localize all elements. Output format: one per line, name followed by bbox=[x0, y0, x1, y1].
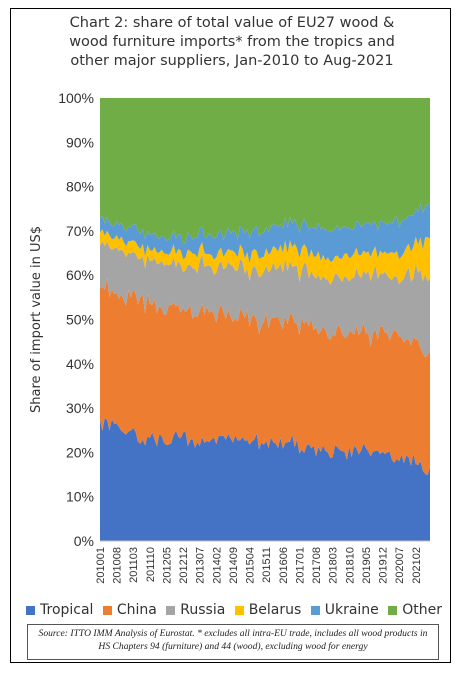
legend-swatch bbox=[234, 605, 244, 615]
legend-item-other: Other bbox=[388, 602, 442, 618]
x-tick-label: 201307 bbox=[195, 547, 207, 584]
x-tick-label: 201701 bbox=[294, 547, 306, 584]
x-tick-label: 202102 bbox=[411, 547, 423, 584]
legend-item-belarus: Belarus bbox=[234, 602, 302, 618]
legend-item-ukraine: Ukraine bbox=[310, 602, 379, 618]
x-tick-label: 201511 bbox=[261, 547, 273, 583]
area-series-china bbox=[100, 278, 430, 476]
legend-label: Russia bbox=[180, 602, 226, 618]
legend-item-china: China bbox=[102, 602, 157, 618]
x-tick-label: 201205 bbox=[162, 547, 174, 584]
y-tick-label: 80% bbox=[66, 179, 94, 195]
y-axis-label: Share of import value in US$ bbox=[29, 226, 44, 413]
legend-label: Ukraine bbox=[324, 602, 379, 618]
x-tick-label: 201606 bbox=[278, 547, 290, 584]
legend-swatch bbox=[26, 605, 35, 615]
y-tick-label: 40% bbox=[66, 356, 94, 372]
x-tick-label: 201912 bbox=[378, 547, 390, 584]
chart-title-line-2: wood furniture imports* from the tropics… bbox=[69, 34, 395, 50]
area-series-other bbox=[100, 98, 430, 245]
y-tick-label: 0% bbox=[74, 533, 94, 549]
chart-title-line-3: other major suppliers, Jan-2010 to Aug-2… bbox=[70, 53, 394, 69]
x-tick-label: 201810 bbox=[344, 547, 356, 584]
chart-legend: Tropical China Russia Belarus Ukraine Other bbox=[26, 600, 442, 620]
legend-label: Tropical bbox=[40, 602, 94, 618]
legend-swatch bbox=[102, 605, 112, 615]
y-tick-label: 90% bbox=[66, 134, 94, 150]
legend-swatch bbox=[310, 605, 320, 615]
y-tick-label: 10% bbox=[66, 489, 94, 505]
legend-swatch bbox=[166, 605, 176, 615]
area-series-ukraine bbox=[100, 202, 430, 264]
legend-label: Other bbox=[402, 602, 442, 618]
legend-swatch bbox=[388, 605, 398, 615]
y-tick-label: 20% bbox=[66, 444, 94, 460]
x-tick-label: 201409 bbox=[228, 547, 240, 584]
x-tick-label: 201212 bbox=[178, 547, 190, 584]
x-tick-label: 201001 bbox=[95, 547, 107, 584]
y-tick-label: 30% bbox=[66, 400, 94, 416]
y-tick-label: 100% bbox=[58, 90, 94, 106]
area-series-belarus bbox=[100, 229, 430, 285]
y-tick-label: 70% bbox=[66, 223, 94, 239]
x-tick-label: 202007 bbox=[394, 547, 406, 584]
legend-item-russia: Russia bbox=[166, 602, 225, 618]
chart-title-line-1: Chart 2: share of total value of EU27 wo… bbox=[69, 15, 395, 31]
source-note: Source: ITTO IMM Analysis of Eurostat. *… bbox=[27, 624, 439, 660]
x-tick-label: 201905 bbox=[361, 547, 373, 584]
x-tick-label: 201103 bbox=[128, 547, 140, 583]
legend-label: China bbox=[116, 602, 157, 618]
area-series-russia bbox=[100, 241, 430, 358]
x-tick-label: 201402 bbox=[211, 547, 223, 584]
y-tick-label: 50% bbox=[66, 312, 94, 328]
x-tick-label: 201110 bbox=[145, 547, 157, 582]
y-tick-label: 60% bbox=[66, 267, 94, 283]
legend-label: Belarus bbox=[248, 602, 302, 618]
x-tick-label: 201504 bbox=[245, 547, 257, 584]
x-tick-label: 201708 bbox=[311, 547, 323, 584]
area-series-tropical bbox=[100, 418, 430, 541]
x-tick-label: 201803 bbox=[328, 547, 340, 584]
chart-title: Chart 2: share of total value of EU27 wo… bbox=[22, 14, 442, 71]
x-tick-label: 201008 bbox=[112, 547, 124, 584]
legend-item-tropical: Tropical bbox=[26, 602, 93, 618]
